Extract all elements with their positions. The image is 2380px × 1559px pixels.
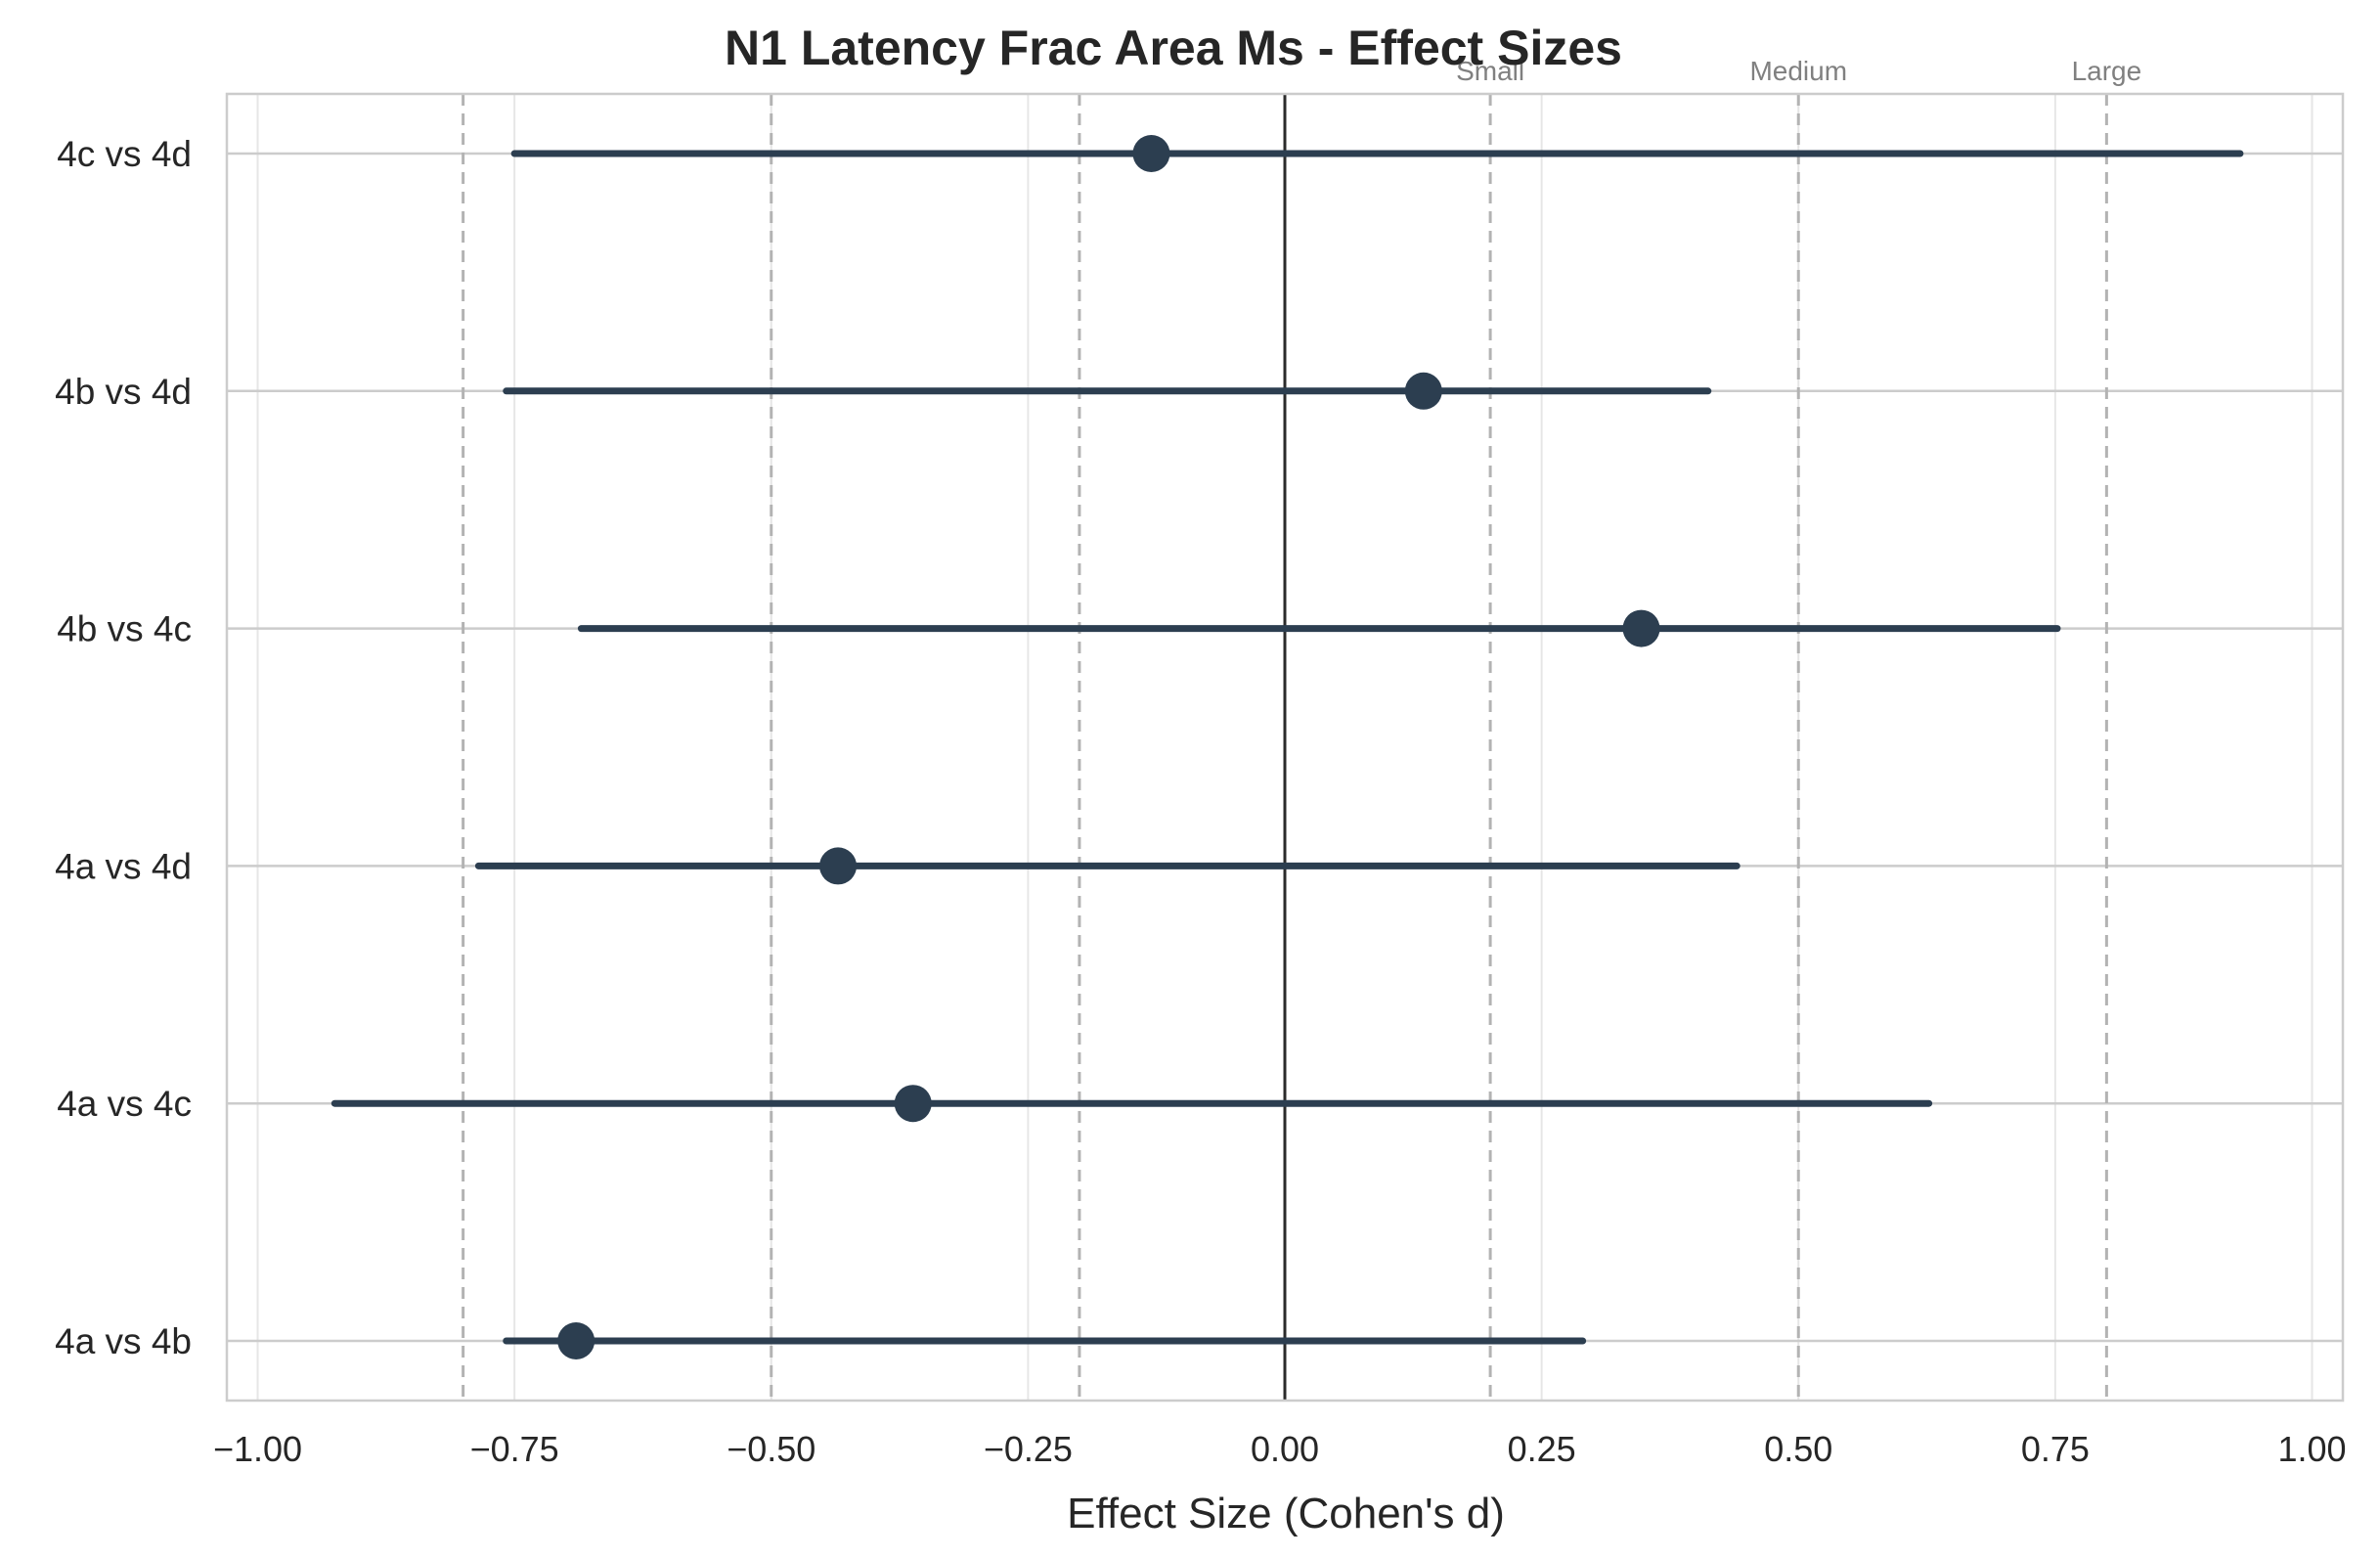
effect-size-point [894, 1085, 932, 1123]
effect-size-point [1622, 609, 1660, 647]
y-tick-label: 4c vs 4d [57, 134, 192, 174]
y-tick-label: 4a vs 4d [55, 846, 192, 886]
reference-line-label: Small [1456, 56, 1524, 86]
x-tick-label: −0.25 [984, 1429, 1073, 1469]
effect-size-reference-lines: Small Medium Large [462, 56, 2142, 1401]
x-tick-label: −1.00 [213, 1429, 302, 1469]
data-series [331, 135, 2244, 1359]
x-axis-label: Effect Size (Cohen's d) [1067, 1490, 1505, 1537]
x-tick-label: 0.75 [2021, 1429, 2090, 1469]
x-tick-label: −0.75 [470, 1429, 559, 1469]
effect-size-point [1404, 372, 1442, 410]
y-tick-label: 4b vs 4c [57, 609, 192, 649]
tick-labels: −1.00 −0.75 −0.50 −0.25 0.00 0.25 0.50 0.75 1.00… [55, 134, 2346, 1469]
chart-title: N1 Latency Frac Area Ms - Effect Sizes [725, 21, 1622, 75]
y-tick-label: 4a vs 4b [55, 1321, 192, 1361]
x-tick-label: 0.00 [1251, 1429, 1319, 1469]
y-tick-label: 4a vs 4c [57, 1084, 192, 1124]
reference-line-label: Large [2072, 56, 2142, 86]
x-tick-label: 0.25 [1508, 1429, 1576, 1469]
y-tick-label: 4b vs 4d [55, 372, 192, 412]
x-tick-label: 0.50 [1764, 1429, 1832, 1469]
x-tick-label: 1.00 [2277, 1429, 2346, 1469]
plot-frame [225, 92, 2345, 1403]
reference-line-label: Medium [1749, 56, 1847, 86]
effect-size-point [557, 1322, 595, 1359]
x-tick-label: −0.50 [727, 1429, 815, 1469]
effect-size-point [819, 847, 858, 885]
effect-size-point [1132, 135, 1170, 172]
